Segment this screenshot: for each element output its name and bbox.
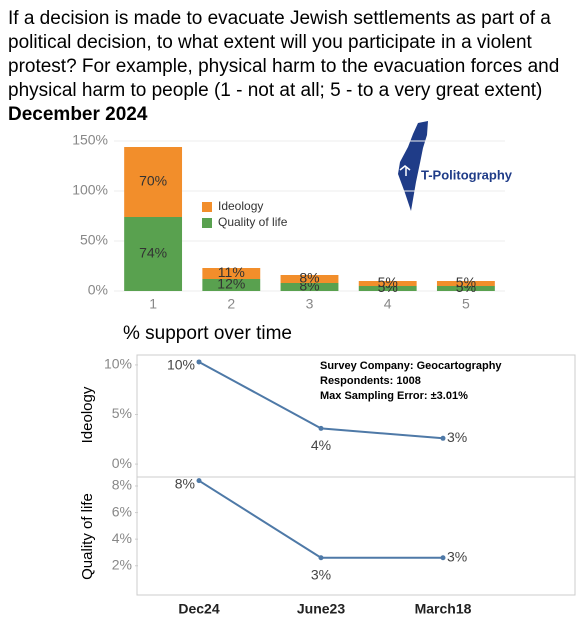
- data-label: 10%: [167, 357, 195, 373]
- data-label: 4%: [311, 437, 331, 453]
- x-tick-label: 5: [462, 296, 470, 312]
- bar-segment: [436, 281, 495, 286]
- x-tick-label: June23: [297, 601, 345, 617]
- bar-segment: [202, 268, 261, 279]
- data-label: 5%: [378, 274, 398, 290]
- annotation: Max Sampling Error: ±3.01%: [320, 390, 468, 402]
- y-tick-label: 0%: [112, 455, 132, 471]
- y-tick-label: 5%: [112, 405, 132, 421]
- data-label: 8%: [299, 270, 319, 286]
- data-label: 74%: [139, 245, 167, 261]
- annotation: Survey Company: Geocartography: [320, 360, 502, 372]
- x-tick-label: March18: [415, 601, 472, 617]
- data-label: 11%: [218, 264, 245, 280]
- legend-label: Quality of life: [218, 215, 288, 229]
- panel-frame: [136, 354, 576, 596]
- y-tick-label: 100%: [72, 182, 108, 198]
- annotation: Respondents: 1008: [320, 375, 421, 387]
- section-title: % support over time: [123, 323, 292, 344]
- x-tick-label: 1: [149, 296, 157, 312]
- y-tick-label: 6%: [112, 503, 132, 519]
- y-tick-label: 8%: [112, 477, 132, 493]
- legend-swatch: [202, 202, 212, 212]
- x-tick-label: 3: [306, 296, 314, 312]
- y-axis-label: Ideology: [79, 386, 96, 443]
- data-label: 8%: [175, 475, 195, 491]
- y-tick-label: 150%: [72, 132, 108, 148]
- line: [198, 479, 443, 559]
- data-label: 3%: [447, 429, 467, 445]
- y-tick-label: 2%: [112, 556, 132, 572]
- header: If a decision is made to evacuate Jewish…: [8, 7, 576, 127]
- legend-swatch: [202, 218, 212, 228]
- data-label: 12%: [217, 276, 245, 292]
- bar-segment: [436, 286, 495, 291]
- marker: [440, 555, 446, 561]
- data-label: 3%: [447, 548, 467, 564]
- y-axis-label: Quality of life: [79, 493, 96, 580]
- x-tick-label: Dec24: [178, 601, 219, 617]
- title: If a decision is made to evacuate Jewish…: [8, 8, 560, 101]
- bar-segment: [358, 286, 417, 291]
- data-label: 3%: [311, 566, 331, 582]
- bar-segment: [280, 275, 339, 283]
- logo: T-Politography: [398, 121, 513, 211]
- data-label: 5%: [456, 274, 476, 290]
- logo-map: [398, 121, 428, 211]
- bar-segment: [124, 217, 183, 291]
- marker: [318, 425, 324, 431]
- x-tick-label: 4: [384, 296, 392, 312]
- marker: [440, 435, 446, 441]
- logo-icon: [399, 165, 411, 176]
- y-tick-label: 50%: [80, 232, 108, 248]
- marker: [318, 555, 324, 561]
- bar-segment: [124, 147, 183, 217]
- logo-text: T-Politography: [421, 167, 513, 182]
- legend-label: Ideology: [218, 199, 263, 213]
- x-tick-label: 2: [227, 296, 235, 312]
- marker: [196, 359, 202, 365]
- bar-segment: [280, 283, 339, 291]
- y-tick-label: 0%: [88, 282, 108, 298]
- bar-segment: [202, 279, 261, 291]
- y-tick-label: 10%: [104, 356, 132, 372]
- bar-segment: [358, 281, 417, 286]
- y-tick-label: 4%: [112, 530, 132, 546]
- subtitle: December 2024: [8, 104, 148, 125]
- marker: [196, 478, 202, 484]
- data-label: 70%: [139, 173, 167, 189]
